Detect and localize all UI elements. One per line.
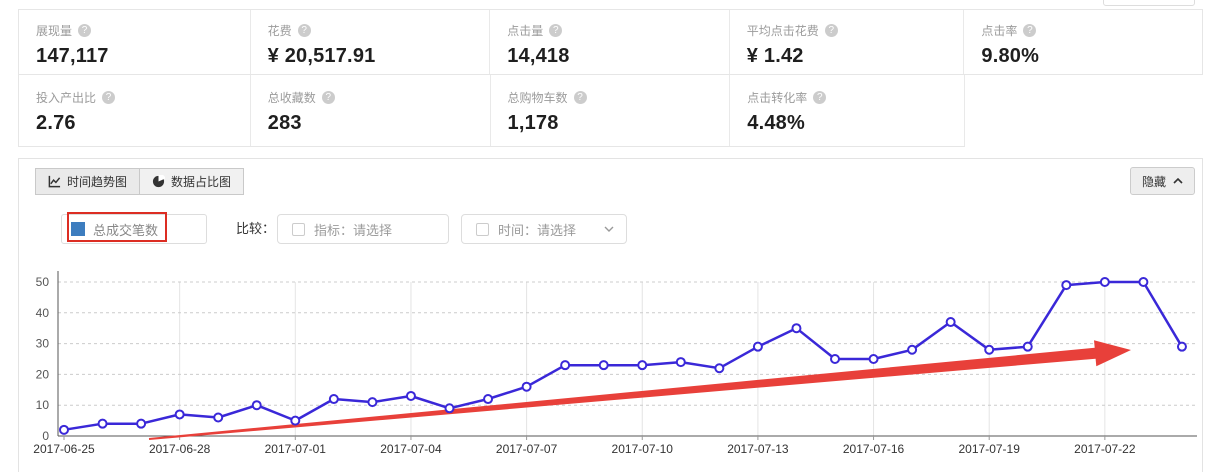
metric-value: 9.80% bbox=[981, 45, 1040, 67]
metric-value: 4.48% bbox=[747, 112, 805, 134]
help-icon[interactable]: ? bbox=[573, 91, 587, 104]
svg-text:2017-07-13: 2017-07-13 bbox=[727, 442, 789, 456]
metric-label: 点击量 bbox=[507, 24, 544, 38]
line-chart-icon bbox=[48, 175, 61, 188]
metric-avg-cpc: 平均点击花费? ¥ 1.42 bbox=[730, 10, 965, 74]
svg-text:50: 50 bbox=[36, 275, 50, 289]
svg-text:2017-06-25: 2017-06-25 bbox=[33, 442, 95, 456]
chevron-down-icon bbox=[604, 226, 614, 232]
help-icon[interactable]: ? bbox=[549, 24, 563, 37]
svg-text:10: 10 bbox=[36, 398, 50, 412]
time-select-placeholder: 时间：请选择 bbox=[498, 222, 577, 238]
metric-label: 投入产出比 bbox=[36, 91, 97, 105]
metric-label: 总收藏数 bbox=[267, 91, 316, 105]
svg-text:2017-06-28: 2017-06-28 bbox=[149, 442, 211, 456]
trend-arrow-annotation bbox=[148, 340, 1131, 440]
metric-value: 283 bbox=[267, 112, 302, 134]
trend-chart-panel: 时间趋势图 数据占比图 隐藏 总成交笔数 比较： 指标：请选择 时间：请选择 0 bbox=[18, 158, 1203, 472]
help-icon[interactable]: ? bbox=[1023, 24, 1037, 37]
help-icon[interactable]: ? bbox=[78, 24, 92, 37]
time-checkbox[interactable] bbox=[476, 222, 489, 236]
compare-time-select[interactable]: 时间：请选择 bbox=[461, 214, 627, 244]
legend-swatch bbox=[71, 222, 85, 236]
metric-label: 花费 bbox=[267, 24, 292, 38]
tab-time-trend[interactable]: 时间趋势图 bbox=[35, 168, 141, 195]
metrics-summary: 展现量? 147,117 花费? ¥ 20,517.91 点击量? 14,418… bbox=[18, 9, 1203, 147]
metric-roi: 投入产出比? 2.76 bbox=[19, 75, 251, 146]
metric-impressions: 展现量? 147,117 bbox=[19, 10, 251, 74]
svg-text:2017-07-22: 2017-07-22 bbox=[1074, 442, 1136, 456]
metric-favorites: 总收藏数? 283 bbox=[251, 75, 491, 146]
legend-item-total-orders[interactable]: 总成交笔数 bbox=[61, 212, 207, 244]
tab-data-proportion[interactable]: 数据占比图 bbox=[139, 168, 245, 195]
metric-value: ¥ 1.42 bbox=[746, 45, 804, 67]
metric-select-placeholder: 指标：请选择 bbox=[314, 222, 393, 238]
help-icon[interactable]: ? bbox=[297, 24, 311, 37]
svg-text:0: 0 bbox=[42, 429, 49, 443]
chart-tabs: 时间趋势图 数据占比图 bbox=[35, 168, 245, 195]
tab-label: 时间趋势图 bbox=[67, 175, 128, 189]
metric-clicks: 点击量? 14,418 bbox=[490, 10, 730, 74]
metric-label: 展现量 bbox=[36, 24, 73, 38]
svg-text:2017-07-04: 2017-07-04 bbox=[380, 442, 442, 456]
pie-chart-icon bbox=[152, 175, 166, 188]
svg-text:2017-07-16: 2017-07-16 bbox=[843, 442, 905, 456]
metric-carts: 总购物车数? 1,178 bbox=[491, 75, 731, 146]
svg-text:40: 40 bbox=[36, 306, 50, 320]
metric-value: 2.76 bbox=[36, 112, 76, 134]
svg-text:2017-07-07: 2017-07-07 bbox=[496, 442, 558, 456]
hide-button[interactable]: 隐藏 bbox=[1129, 167, 1195, 195]
compare-label: 比较： bbox=[236, 221, 276, 236]
metric-label: 点击率 bbox=[981, 24, 1018, 38]
svg-text:2017-07-10: 2017-07-10 bbox=[612, 442, 674, 456]
trend-chart: 0 10 20 30 40 50 2017-06-25 2017-06-28 2017-07-0… bbox=[33, 271, 1197, 456]
metric-ctr: 点击率? 9.80% bbox=[964, 10, 1202, 74]
metric-checkbox[interactable] bbox=[292, 222, 305, 236]
cut-off-button-above bbox=[1103, 0, 1195, 6]
metric-value: ¥ 20,517.91 bbox=[267, 45, 376, 67]
metric-value: 14,418 bbox=[507, 45, 570, 67]
metrics-row-2: 投入产出比? 2.76 总收藏数? 283 总购物车数? 1,178 点击转化率… bbox=[18, 75, 965, 147]
metrics-row-1: 展现量? 147,117 花费? ¥ 20,517.91 点击量? 14,418… bbox=[18, 9, 1203, 75]
svg-text:20: 20 bbox=[36, 367, 50, 381]
chevron-up-icon bbox=[1173, 178, 1183, 184]
svg-text:2017-07-01: 2017-07-01 bbox=[265, 442, 327, 456]
metric-value: 1,178 bbox=[507, 112, 559, 134]
help-icon[interactable]: ? bbox=[102, 91, 116, 104]
svg-text:30: 30 bbox=[36, 337, 50, 351]
metric-label: 点击转化率 bbox=[747, 91, 808, 105]
compare-metric-select[interactable]: 指标：请选择 bbox=[277, 214, 449, 244]
svg-text:2017-07-19: 2017-07-19 bbox=[959, 442, 1021, 456]
metric-label: 平均点击花费 bbox=[746, 24, 819, 38]
help-icon[interactable]: ? bbox=[321, 91, 335, 104]
metric-spend: 花费? ¥ 20,517.91 bbox=[251, 10, 491, 74]
tab-label: 数据占比图 bbox=[171, 175, 232, 189]
metric-value: 147,117 bbox=[36, 45, 109, 67]
metric-label: 总购物车数 bbox=[507, 91, 568, 105]
help-icon[interactable]: ? bbox=[813, 91, 827, 104]
help-icon[interactable]: ? bbox=[824, 24, 838, 37]
hide-button-label: 隐藏 bbox=[1141, 174, 1166, 189]
metric-cvr: 点击转化率? 4.48% bbox=[730, 75, 965, 146]
legend-label: 总成交笔数 bbox=[93, 222, 159, 238]
